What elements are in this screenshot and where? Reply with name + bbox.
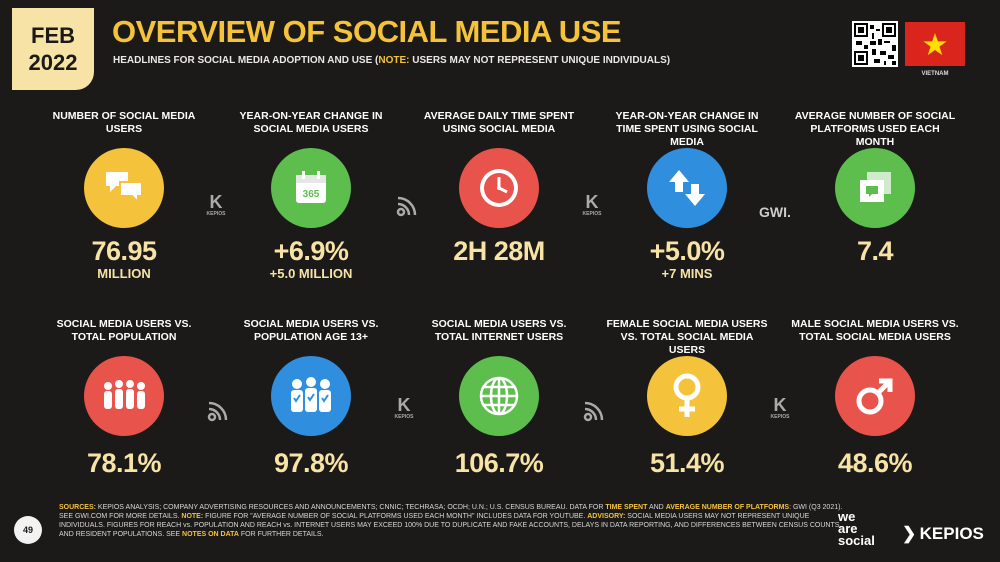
we-are-social-brand: we are social <box>838 509 875 548</box>
stat-vs-population-13: SOCIAL MEDIA USERS vs. POPULATION AGE 13… <box>226 318 396 478</box>
people-group-icon <box>84 356 164 436</box>
stat-value: 97.8% <box>273 448 349 478</box>
stat-value: 2H 28M <box>453 236 545 266</box>
kepios-brand: ❯ KEPIOS <box>902 524 984 543</box>
stat-value: 7.4 <box>856 236 894 266</box>
stacked-windows-icon <box>835 148 915 228</box>
stat-vs-population: SOCIAL MEDIA USERS vs. TOTAL POPULATION … <box>39 318 209 478</box>
stat-value: 51.4% <box>649 448 725 478</box>
stat-yoy-time: YEAR-ON-YEAR CHANGE IN TIME SPENT USING … <box>602 110 772 282</box>
kepios-logo-icon: K KEPIOS <box>770 395 790 420</box>
stat-subvalue: +5.0 MILLION <box>269 266 353 281</box>
stat-label: NUMBER OF SOCIAL MEDIA USERS <box>52 110 196 135</box>
date-month: FEB <box>31 23 75 48</box>
we-are-social-logo-icon <box>394 195 418 224</box>
stat-label: YEAR-ON-YEAR CHANGE IN SOCIAL MEDIA USER… <box>239 110 383 135</box>
gwi-logo: GWI. <box>759 204 791 220</box>
female-symbol-icon <box>647 356 727 436</box>
stat-value: 78.1% <box>86 448 162 478</box>
we-are-social-logo-icon <box>205 400 229 429</box>
date-year: 2022 <box>28 50 78 75</box>
page-subtitle: HEADLINES FOR SOCIAL MEDIA ADOPTION AND … <box>113 55 670 66</box>
stat-value: 106.7% <box>454 448 544 478</box>
stat-subvalue: MILLION <box>97 266 151 281</box>
stat-social-media-users: NUMBER OF SOCIAL MEDIA USERS 76.95 MILLI… <box>39 110 209 282</box>
page-number: 49 <box>14 516 42 544</box>
speech-bubbles-icon <box>84 148 164 228</box>
date-badge: FEB 2022 <box>12 8 94 90</box>
people-checked-icon <box>271 356 351 436</box>
kepios-logo-icon: K KEPIOS <box>582 192 602 217</box>
male-symbol-icon <box>835 356 915 436</box>
stat-female-users: FEMALE SOCIAL MEDIA USERS vs. TOTAL SOCI… <box>602 318 772 478</box>
stat-label: SOCIAL MEDIA USERS vs. TOTAL POPULATION <box>56 318 192 343</box>
up-down-arrows-icon <box>647 148 727 228</box>
stat-label: YEAR-ON-YEAR CHANGE IN TIME SPENT USING … <box>615 110 759 148</box>
stat-subvalue: +7 MINS <box>661 266 713 281</box>
svg-text:365: 365 <box>303 189 320 200</box>
stat-vs-internet-users: SOCIAL MEDIA USERS vs. TOTAL INTERNET US… <box>414 318 584 478</box>
vietnam-flag-icon <box>905 22 965 66</box>
stat-yoy-users: YEAR-ON-YEAR CHANGE IN SOCIAL MEDIA USER… <box>226 110 396 282</box>
globe-icon <box>459 356 539 436</box>
kepios-logo-icon: K KEPIOS <box>394 395 414 420</box>
stat-avg-platforms: AVERAGE NUMBER OF SOCIAL PLATFORMS USED … <box>790 110 960 266</box>
stat-value: 76.95 <box>91 236 157 266</box>
we-are-social-logo-icon <box>581 400 605 429</box>
kepios-mark-icon: ❯ <box>902 524 920 543</box>
stat-value: +5.0% <box>649 236 725 266</box>
qr-code-icon[interactable] <box>852 21 898 67</box>
country-label: VIETNAM <box>921 71 949 77</box>
stat-label: AVERAGE DAILY TIME SPENT USING SOCIAL ME… <box>423 110 575 135</box>
subtitle-prefix: HEADLINES FOR SOCIAL MEDIA ADOPTION AND … <box>113 55 379 66</box>
stat-label: SOCIAL MEDIA USERS vs. TOTAL INTERNET US… <box>431 318 567 343</box>
sources-footnote: SOURCES: KEPIOS ANALYSIS; COMPANY ADVERT… <box>59 504 843 538</box>
page-title: OVERVIEW OF SOCIAL MEDIA USE <box>112 14 622 49</box>
notes-on-data-link[interactable]: NOTES ON DATA <box>182 531 239 538</box>
stat-label: FEMALE SOCIAL MEDIA USERS vs. TOTAL SOCI… <box>606 318 768 356</box>
stat-label: SOCIAL MEDIA USERS vs. POPULATION AGE 13… <box>243 318 379 343</box>
clock-icon <box>459 148 539 228</box>
kepios-logo-icon: K KEPIOS <box>206 192 226 217</box>
subtitle-suffix: USERS MAY NOT REPRESENT UNIQUE INDIVIDUA… <box>409 55 671 66</box>
stat-daily-time: AVERAGE DAILY TIME SPENT USING SOCIAL ME… <box>414 110 584 266</box>
stat-value: 48.6% <box>837 448 913 478</box>
stat-label: MALE SOCIAL MEDIA USERS vs. TOTAL SOCIAL… <box>791 318 959 343</box>
subtitle-note: NOTE: <box>378 55 410 66</box>
stat-value: +6.9% <box>273 236 349 266</box>
calendar-icon: 365 <box>271 148 351 228</box>
stat-male-users: MALE SOCIAL MEDIA USERS vs. TOTAL SOCIAL… <box>790 318 960 478</box>
stat-label: AVERAGE NUMBER OF SOCIAL PLATFORMS USED … <box>794 110 956 148</box>
